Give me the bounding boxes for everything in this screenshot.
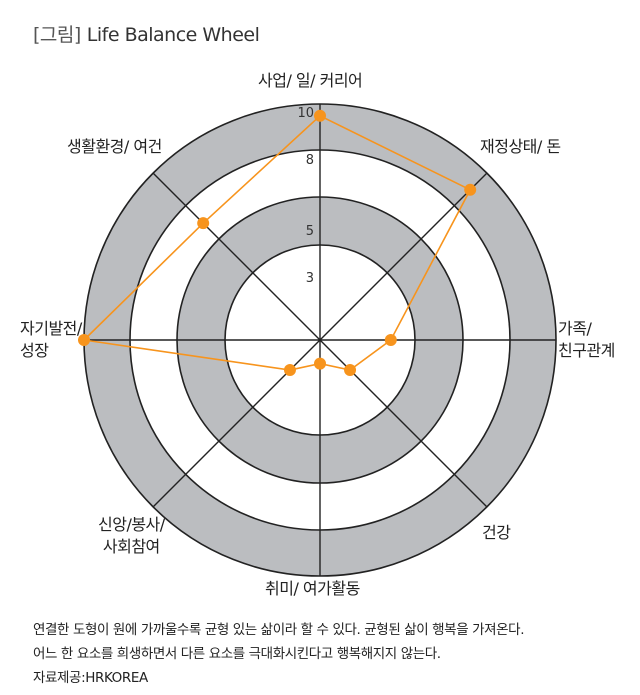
data-point-1 bbox=[314, 109, 326, 122]
scale-tick-10: 10 bbox=[297, 106, 314, 121]
chart-title: Life Balance Wheel bbox=[86, 24, 260, 46]
data-point-7 bbox=[78, 334, 90, 346]
data-point-8 bbox=[197, 217, 210, 230]
scale-tick-5: 5 bbox=[306, 224, 314, 239]
note-line-2: 어느 한 요소를 희생하면서 다른 요소를 극대화시킨다고 행복해지지 않는다. bbox=[33, 646, 441, 662]
notes: 연결한 도형이 원에 가까울수록 균형 있는 삶이라 할 수 있다. 균형된 삶… bbox=[33, 618, 524, 690]
axis-label-6: 신앙/봉사/ 사회참여 bbox=[98, 515, 165, 556]
series-life-balance bbox=[78, 109, 477, 377]
data-point-4 bbox=[344, 364, 357, 377]
spoke-8 bbox=[152, 172, 321, 341]
scale-tick-8: 8 bbox=[306, 153, 314, 168]
spoke-2 bbox=[319, 172, 488, 341]
axis-label-8: 생활환경/ 여건 bbox=[67, 137, 162, 156]
axis-label-4: 건강 bbox=[482, 523, 511, 542]
data-point-5 bbox=[314, 357, 326, 370]
scale-ticks: 3 5 8 10 bbox=[297, 106, 314, 286]
spokes bbox=[84, 104, 556, 576]
scale-tick-3: 3 bbox=[306, 271, 314, 286]
figure-title: [그림] Life Balance Wheel bbox=[33, 20, 260, 47]
data-point-2 bbox=[464, 183, 477, 196]
figure-tag: [그림] bbox=[33, 24, 81, 46]
axis-label-5: 취미/ 여가활동 bbox=[265, 579, 360, 598]
data-point-6 bbox=[283, 364, 296, 377]
data-point-3 bbox=[384, 334, 397, 346]
note-line-1: 연결한 도형이 원에 가까울수록 균형 있는 삶이라 할 수 있다. 균형된 삶… bbox=[33, 622, 525, 638]
axis-label-1: 사업/ 일/ 커리어 bbox=[258, 71, 363, 90]
axis-label-2: 재정상태/ 돈 bbox=[480, 137, 561, 156]
note-source: 자료제공:HRKOREA bbox=[33, 670, 148, 686]
axis-label-7: 자기발전/ 성장 bbox=[20, 319, 82, 360]
axis-label-3: 가족/ 친구관계 bbox=[558, 319, 615, 360]
